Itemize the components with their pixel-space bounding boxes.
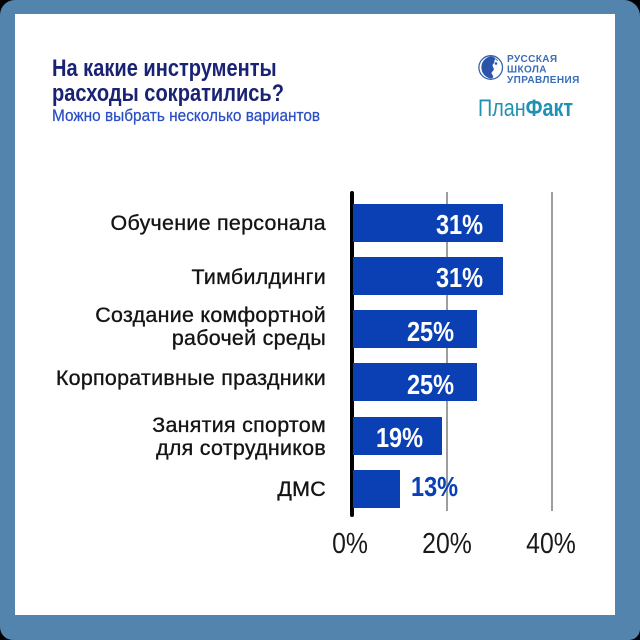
svg-text:ШКОЛА: ШКОЛА	[507, 64, 547, 75]
svg-text:РУССКАЯ: РУССКАЯ	[507, 54, 558, 65]
svg-text:УПРАВЛЕНИЯ: УПРАВЛЕНИЯ	[507, 75, 580, 86]
